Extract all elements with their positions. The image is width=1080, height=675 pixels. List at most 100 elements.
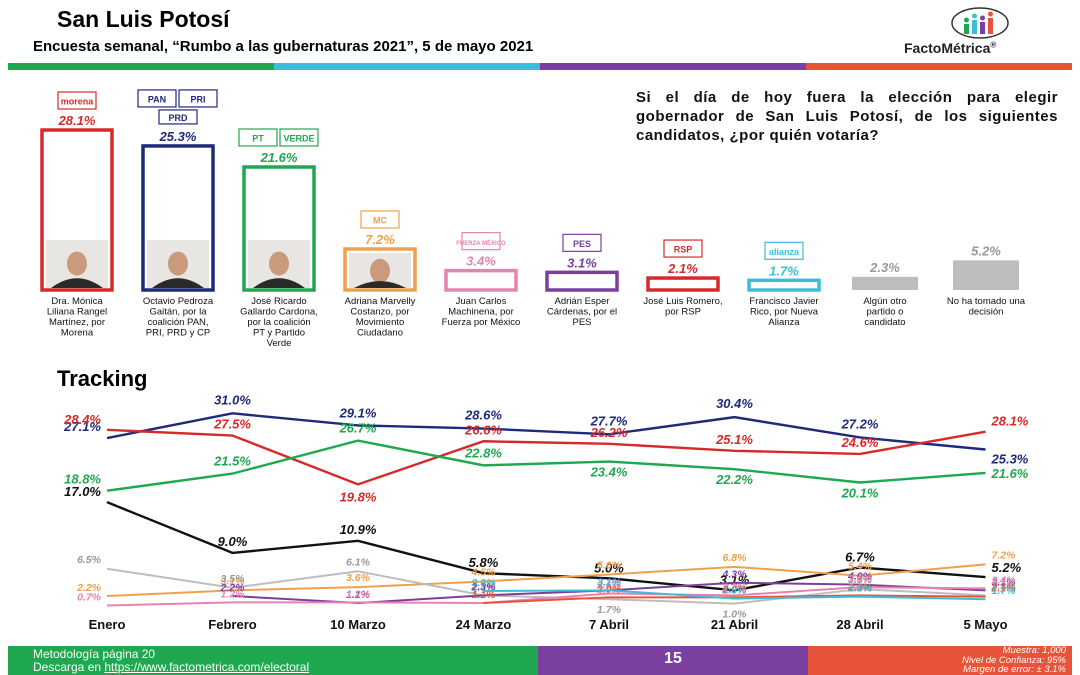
category-label: Dra. Mónica Liliana Rangel Martínez, por Mo… [47, 296, 107, 339]
data-label: 28.4% [63, 412, 101, 427]
data-label: 9.0% [218, 534, 248, 549]
margin-of-error: Margen de error: ± 3.1% [963, 664, 1066, 675]
data-label: 1.7% [992, 585, 1017, 597]
footer: Metodología página 20 Descarga en https:… [8, 646, 1072, 675]
series-line: 18.8% 21.5% 26.7% 22.8% 23.4% 22.2% 20.1% 21.6% [64, 421, 1029, 501]
series-path [106, 563, 986, 598]
category-label: Francisco Javier Rico, por Nueva Alianza [749, 296, 818, 328]
party-logo: alianza [764, 241, 804, 260]
series-path [483, 594, 986, 605]
data-label: 4.5% [471, 566, 497, 578]
x-tick-label: Febrero [208, 617, 256, 632]
data-label: 24.6% [841, 435, 879, 450]
data-label: 28.6% [464, 408, 502, 423]
data-label: 2.6% [596, 580, 622, 592]
series-path [483, 589, 986, 601]
data-label: 6.1% [346, 556, 371, 568]
svg-text:PAN: PAN [148, 94, 166, 104]
data-label: 5.2% [992, 560, 1022, 575]
data-label: 2.1% [991, 583, 1017, 595]
bar-value-label: 2.3% [869, 260, 900, 275]
svg-text:alianza: alianza [769, 247, 800, 257]
data-label: 27.5% [213, 417, 251, 432]
party-logo: morena [57, 91, 97, 110]
candidate-photo [349, 253, 411, 288]
x-tick-label: 24 Marzo [456, 617, 512, 632]
svg-text:MC: MC [373, 216, 387, 226]
party-logo: VERDE [279, 128, 319, 147]
category-label: José Ricardo Gallardo Cardona, por la coal… [240, 296, 318, 347]
data-label: 1.7% [597, 604, 622, 616]
survey-question: Si el día de hoy fuera la elección para … [636, 89, 1058, 144]
data-label: 5.0% [594, 560, 624, 575]
header: San Luis Potosí Encuesta semanal, “Rumbo… [0, 0, 1080, 62]
factometrica-logo: FactoMétrica® [900, 6, 1065, 58]
candidate-photo [147, 240, 209, 288]
series-line: 1.1% 2.0% 2.0% 2.3% 2.1% [472, 581, 1017, 605]
bar [953, 260, 1019, 290]
data-label: 1.2% [346, 588, 371, 600]
tracking-title: Tracking [57, 366, 148, 391]
x-tick-label: 5 Mayo [963, 617, 1007, 632]
data-label: 26.7% [339, 421, 377, 436]
page-title: San Luis Potosí [57, 6, 230, 32]
category-label: Adrián Esper Cárdenas, por el PES [547, 296, 617, 328]
data-label: 2.1% [847, 583, 873, 595]
data-label: 2.3% [471, 580, 497, 592]
data-label: 1.1% [472, 589, 497, 601]
data-label: 3.1% [992, 576, 1017, 588]
bar [852, 276, 918, 290]
series-path [106, 586, 986, 607]
bar-value-label: 3.4% [466, 254, 496, 269]
footer-left: Metodología página 20 Descarga en https:… [8, 646, 538, 675]
party-logo: FUERZA MÉXICO [456, 232, 506, 251]
series-line: 2.2%3.1% 3.6% 4.5%5.6%6.8%5.4%7.2% [76, 549, 1016, 598]
data-label: 6.5% [77, 554, 102, 566]
bar [747, 278, 821, 292]
confidence-level: Nivel de Confianza: 95% [961, 654, 1066, 666]
logo-text: FactoMétrica® [904, 40, 997, 56]
party-logo: PAN [137, 89, 177, 108]
data-label: 3.0% [472, 577, 497, 589]
data-label: 29.1% [339, 405, 377, 420]
data-label: 5.4% [848, 561, 873, 573]
survey-stats: Muestra: 1,000 Nivel de Confianza: 95% M… [962, 646, 1066, 675]
data-label: 26.6% [464, 422, 502, 437]
category-label: No ha tomado una decisión [947, 296, 1026, 318]
data-label: 3.6% [848, 573, 873, 585]
party-logo: RSP [663, 239, 703, 258]
download-link[interactable]: https://www.factometrica.com/electoral [104, 660, 310, 674]
data-label: 1.8% [723, 585, 748, 597]
data-label: 2.0% [722, 583, 748, 595]
methodology-note: Metodología página 20 [33, 647, 156, 661]
bar-value-label: 2.1% [667, 261, 698, 276]
data-label: 6.7% [845, 549, 875, 564]
x-tick-label: 21 Abril [711, 617, 758, 632]
data-label: 2.3% [991, 580, 1017, 592]
data-label: 31.0% [214, 395, 251, 407]
data-label: 3.4% [992, 574, 1017, 586]
bar [545, 270, 619, 292]
party-logo: PRD [158, 109, 198, 125]
x-tick-label: Enero [89, 617, 126, 632]
bar-value-label: 5.2% [971, 243, 1001, 258]
data-label: 23.4% [590, 465, 628, 480]
bar [646, 276, 720, 292]
series-line: 28.4% 27.5% 19.8% 26.6% 26.2% 25.1% 24.6% 28.1% [63, 412, 1029, 505]
svg-text:PRD: PRD [168, 113, 188, 123]
data-label: 4.3% [722, 569, 748, 581]
bar-value-label: 1.7% [769, 263, 799, 278]
data-label: 2.2% [220, 582, 246, 594]
data-label: 22.2% [715, 472, 753, 487]
strip-purple [540, 63, 806, 70]
data-label: 2.3% [847, 581, 873, 593]
svg-text:RSP: RSP [674, 245, 693, 255]
data-label: 20.1% [841, 485, 879, 500]
party-logo: PT [238, 128, 278, 147]
data-label: 0.7% [77, 592, 102, 604]
category-label: Algún otro partido o candidato [863, 296, 906, 328]
series-path [106, 428, 986, 486]
data-label: 3.3% [848, 574, 873, 586]
series-line: 3.0% 3.1%1.8% 2.1% 1.7% [472, 576, 1017, 601]
party-logo: PES [562, 233, 602, 252]
